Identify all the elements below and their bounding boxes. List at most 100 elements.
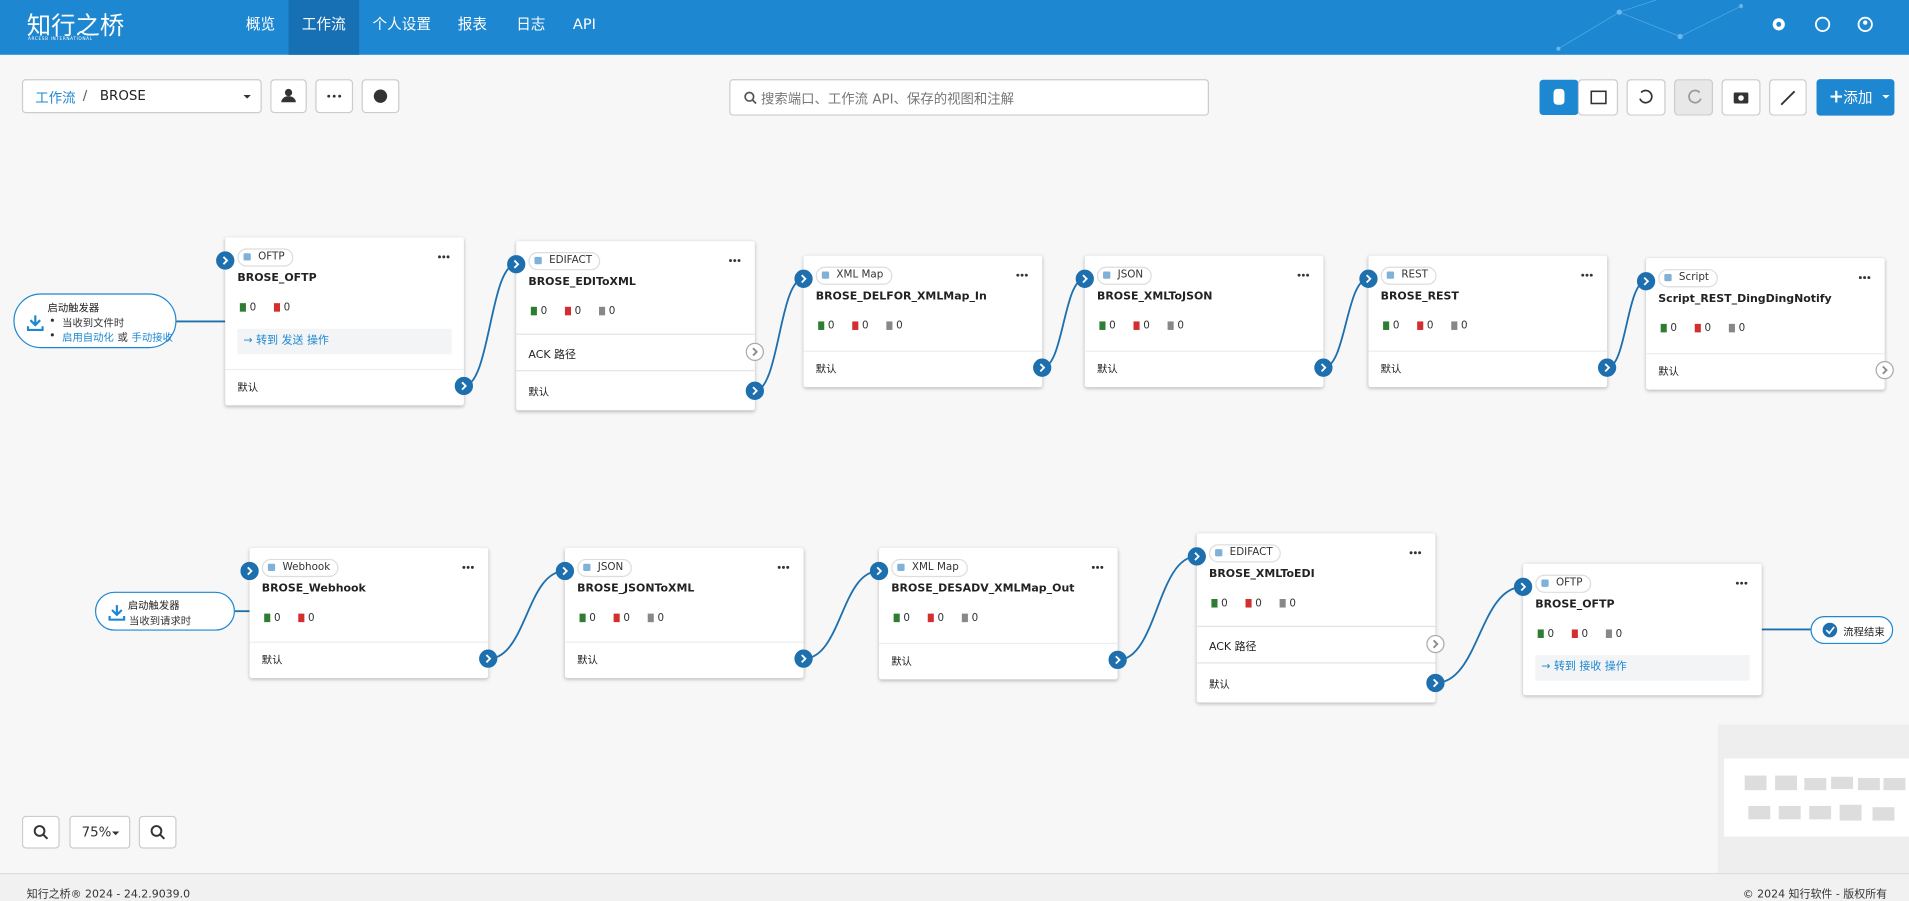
step-node[interactable]: Webhook BROSE_Webhook 0 0 默认 — [249, 547, 489, 679]
count-icon — [852, 321, 859, 330]
step-node[interactable]: XML Map BROSE_DELFOR_XMLMap_In 0 0 0 默认 — [803, 255, 1043, 388]
zoom-level[interactable]: 75% — [69, 815, 131, 849]
nav-item[interactable]: 概览 — [245, 15, 276, 33]
count-icon — [1099, 321, 1106, 330]
count-icon — [818, 321, 825, 330]
count-value: 0 — [971, 612, 979, 625]
end-node[interactable]: 流程结束 — [1810, 616, 1894, 645]
message-count: 0 — [298, 612, 315, 625]
nav-item[interactable]: 日志 — [516, 15, 546, 33]
message-count: 0 — [1728, 323, 1745, 335]
search-icon — [744, 91, 757, 105]
count-value: 0 — [1581, 628, 1589, 641]
count-value: 0 — [937, 612, 945, 625]
step-type-badge: Script — [1658, 269, 1718, 288]
message-count: 0 — [927, 612, 945, 625]
step-node[interactable]: JSON BROSE_XMLToJSON 0 0 0 默认 — [1084, 255, 1324, 388]
step-node[interactable]: EDIFACT BROSE_EDIToXML 0 0 0 ACK 路径 默认 — [516, 241, 755, 411]
message-count: 0 — [1245, 598, 1262, 610]
output-label: 默认 — [261, 655, 283, 668]
step-node[interactable]: JSON BROSE_JSONToXML 0 0 0 默认 — [564, 547, 804, 679]
action-link[interactable]: → 转到 接收 操作 — [1535, 655, 1750, 681]
automation-manual[interactable]: 手动接收 — [131, 332, 173, 345]
message-count: 0 — [647, 612, 665, 625]
message-count: 0 — [893, 612, 910, 625]
connector — [1041, 277, 1086, 369]
ack-label: ACK 路径 — [528, 349, 576, 362]
step-type-badge: OFTP — [1535, 574, 1591, 593]
message-count: 0 — [530, 305, 548, 318]
trigger-automation: 启用自动化或手动接收 — [62, 330, 177, 345]
caret — [243, 94, 251, 99]
step-type-badge: EDIFACT — [528, 252, 601, 271]
count-icon — [1571, 629, 1578, 638]
step-type-badge: EDIFACT — [1208, 544, 1282, 563]
message-count: 0 — [1694, 322, 1712, 335]
breadcrumb-separator: / — [82, 87, 88, 104]
step-node[interactable]: Script Script_REST_DingDingNotify 0 0 0 默认 — [1646, 258, 1885, 390]
step-node[interactable]: OFTP BROSE_OFTP 0 0 → 转到 发送 操作 默认 — [225, 237, 464, 406]
trigger[interactable]: 启动触发器 当收到文件时 启用自动化或手动接收 — [13, 293, 177, 349]
count-icon — [298, 613, 305, 623]
automation-enable[interactable]: 启用自动化 — [62, 332, 114, 345]
count-icon — [579, 613, 586, 623]
breadcrumb-link[interactable]: 工作流 — [35, 90, 76, 106]
count-icon — [1167, 321, 1174, 330]
step-node[interactable]: REST BROSE_REST 0 0 0 默认 — [1368, 255, 1608, 388]
step-type-badge: Webhook — [261, 558, 339, 578]
breadcrumb[interactable]: 工作流 / BROSE — [21, 79, 262, 114]
count-value: 0 — [540, 305, 548, 318]
count-value: 0 — [1143, 320, 1150, 333]
message-count: 0 — [818, 320, 835, 332]
step-node[interactable]: OFTP BROSE_OFTP 0 0 0 → 转到 接收 操作 — [1523, 563, 1762, 696]
step-node[interactable]: EDIFACT BROSE_XMLToEDI 0 0 0 ACK 路径 默认 — [1196, 533, 1436, 703]
message-count: 0 — [961, 612, 979, 625]
download-icon — [108, 605, 126, 621]
footer-version: 知行之桥® 2024 - 24.2.9039.0 — [26, 888, 191, 901]
message-count: 0 — [1099, 320, 1116, 332]
step-name: BROSE_REST — [1380, 290, 1459, 304]
output-divider — [803, 350, 1043, 352]
search-box[interactable]: 搜索端口、工作流 API、保存的视图和注解 — [729, 79, 1209, 116]
output-label: 默认 — [1380, 364, 1402, 377]
nav-item[interactable]: 个人设置 — [372, 15, 431, 33]
connector — [1606, 280, 1647, 369]
toolbar-right-buttons[interactable] — [1539, 79, 1807, 116]
count-icon — [1245, 599, 1252, 608]
trigger[interactable]: 启动触发器 当收到请求时 — [94, 591, 235, 631]
nav-item[interactable]: 工作流 — [288, 0, 360, 55]
message-count: 0 — [564, 306, 581, 318]
trigger-icon — [26, 314, 44, 331]
step-name: BROSE_JSONToXML — [577, 583, 695, 596]
connector — [488, 570, 565, 660]
count-value: 0 — [1177, 320, 1184, 333]
connector — [754, 277, 804, 392]
action-link[interactable]: → 转到 发送 操作 — [237, 328, 452, 355]
count-value: 0 — [896, 320, 903, 333]
output-label: 默认 — [891, 656, 912, 669]
nav-item[interactable]: API — [572, 15, 596, 33]
header-decoration — [1556, 0, 1744, 51]
count-value: 0 — [1221, 597, 1228, 610]
count-value: 0 — [283, 301, 291, 315]
message-count: 0 — [1279, 598, 1296, 610]
output-divider — [1646, 353, 1885, 355]
zoom-label[interactable]: 75% — [81, 824, 112, 841]
step-type-badge: XML Map — [891, 558, 968, 578]
output-divider — [1084, 350, 1324, 352]
count-value: 0 — [1704, 322, 1712, 335]
count-value: 0 — [657, 612, 665, 625]
count-value: 0 — [903, 612, 910, 625]
output-label: 默认 — [577, 655, 598, 668]
toolbar-left-buttons[interactable] — [270, 79, 404, 114]
add-button-label[interactable]: 添加 — [1843, 88, 1873, 106]
trigger-condition: 当收到文件时 — [62, 317, 125, 330]
step-node[interactable]: XML Map BROSE_DESADV_XMLMap_Out 0 0 0 默认 — [879, 547, 1118, 680]
add-button[interactable]: + 添加 — [1816, 79, 1895, 116]
logo[interactable]: 知行之桥 — [26, 10, 125, 41]
nav-item[interactable]: 报表 — [457, 15, 487, 33]
zoom-buttons[interactable] — [21, 815, 178, 850]
